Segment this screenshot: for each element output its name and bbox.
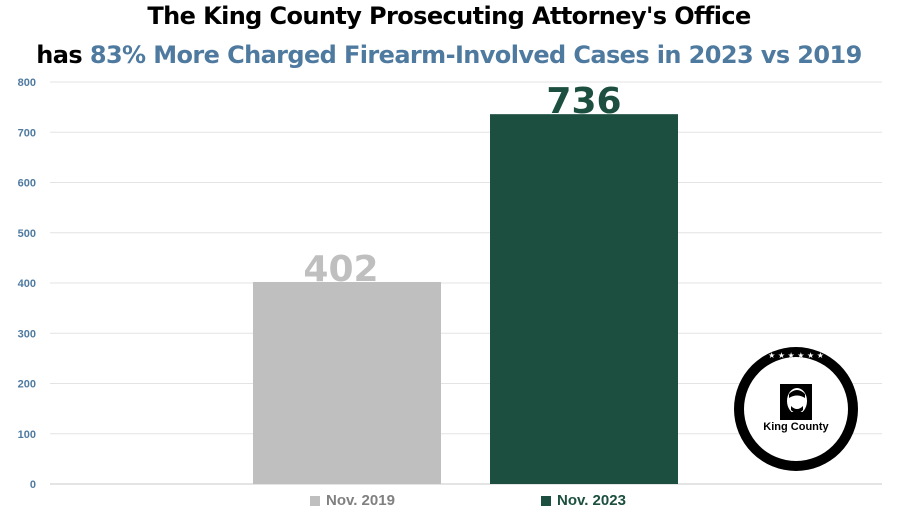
y-tick-label: 600 (18, 178, 36, 190)
stars-icon: ★ ★ ★ ★ ★ ★ (768, 351, 824, 360)
svg-text:★ ★ ★ ★ ★ ★: ★ ★ ★ ★ ★ ★ (768, 351, 824, 360)
y-tick-label: 300 (18, 328, 36, 340)
data-label-nov-2019: 402 (303, 249, 378, 290)
king-county-prosecuting-attorney-logo: ★ ★ ★ ★ ★ ★ King County PROSECUTING ATTO… (734, 347, 858, 471)
bar-nov-2023 (490, 114, 678, 484)
legend-swatch-gray (310, 495, 320, 506)
chart-title-line2: has 83% More Charged Firearm-Involved Ca… (0, 41, 898, 69)
y-tick-label: 0 (30, 479, 36, 491)
legend-swatch-green (541, 495, 551, 506)
y-tick-label: 500 (18, 228, 36, 240)
bar-nov-2019 (253, 281, 441, 484)
legend-label: Nov. 2019 (326, 492, 395, 509)
chart-title-line1: The King County Prosecuting Attorney's O… (147, 2, 751, 30)
title-highlight: 83% More Charged Firearm-Involved Cases … (89, 41, 862, 69)
y-tick-label: 100 (18, 429, 36, 441)
y-tick-label: 700 (18, 127, 36, 139)
data-label-nov-2023: 736 (546, 81, 621, 122)
y-tick-label: 800 (18, 77, 36, 89)
mlk-portrait-icon (780, 384, 812, 420)
legend-label: Nov. 2023 (557, 492, 626, 509)
legend-item-nov-2019: Nov. 2019 (310, 492, 395, 509)
y-tick-label: 400 (18, 278, 36, 290)
legend-item-nov-2023: Nov. 2023 (541, 492, 626, 509)
y-tick-label: 200 (18, 379, 36, 391)
title-prefix: has (36, 41, 83, 69)
logo-name: King County (763, 421, 829, 433)
